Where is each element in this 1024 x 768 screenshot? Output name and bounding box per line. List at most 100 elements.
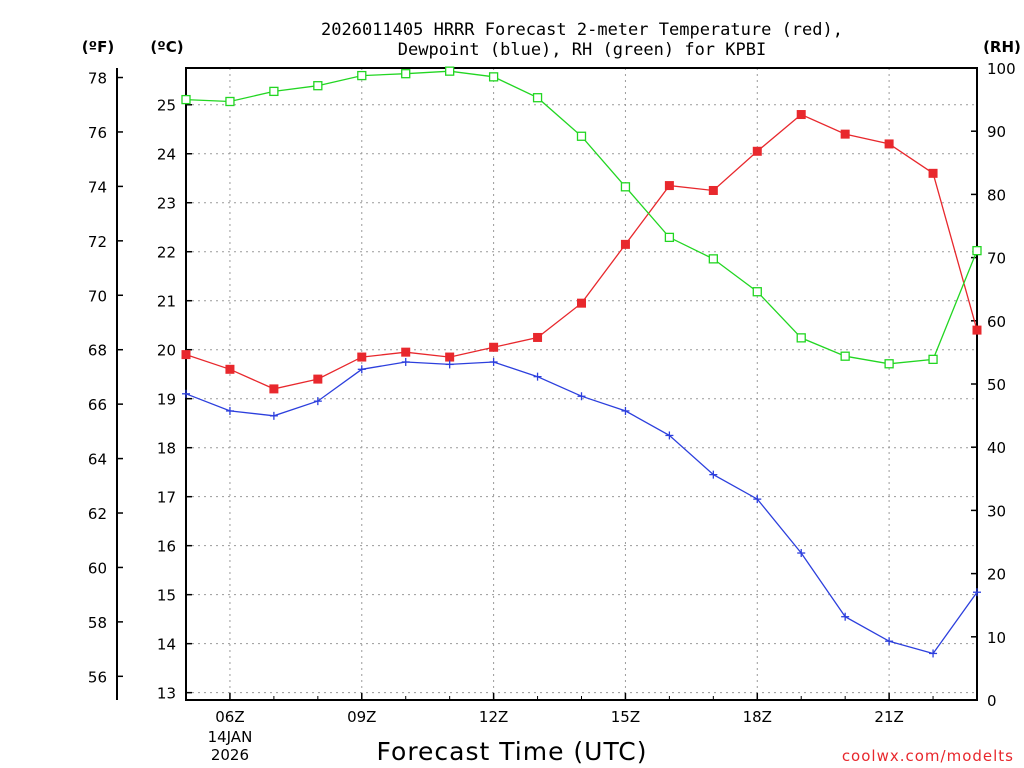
dewpoint-line (185, 361, 978, 655)
temperature-point (269, 384, 279, 394)
dewpoint-point (929, 649, 938, 658)
dewpoint-point (841, 612, 850, 621)
dewpoint-point (797, 549, 806, 558)
dewpoint-point (269, 411, 278, 420)
rh-point (269, 86, 279, 97)
dewpoint-point (225, 406, 234, 415)
fahrenheit-tick-label: 62 (88, 505, 107, 523)
temperature-point (445, 352, 455, 362)
celsius-tick-label: 17 (157, 489, 176, 507)
temperature-point (796, 110, 806, 120)
temperature-point (664, 181, 674, 191)
temperature-point (577, 298, 586, 308)
dewpoint-point (357, 365, 366, 374)
temperature-point (620, 239, 630, 249)
temperature-point (533, 332, 543, 342)
fahrenheit-tick-label: 58 (88, 614, 107, 632)
celsius-tick-label: 22 (157, 244, 176, 262)
rh-tick-label: 40 (987, 439, 1006, 457)
celsius-unit-label: (ºC) (150, 38, 183, 56)
rh-point (664, 232, 675, 243)
credit-link[interactable]: coolwx.com/modelts (842, 747, 1014, 765)
rh-point (357, 70, 367, 81)
rh-tick-label: 50 (987, 376, 1006, 394)
fahrenheit-tick-label: 66 (88, 396, 107, 414)
dewpoint-point (665, 431, 674, 440)
rh-tick-label: 30 (987, 502, 1006, 520)
dewpoint-point (885, 637, 894, 646)
date-label-line2: 2026 (211, 746, 249, 764)
dewpoint-point (445, 360, 454, 369)
dewpoint-point (577, 392, 586, 401)
temperature-point (313, 374, 323, 384)
celsius-tick-label: 23 (157, 195, 176, 213)
dewpoint-point (182, 389, 190, 398)
rh-point (576, 131, 587, 141)
rh-point (620, 182, 631, 192)
fahrenheit-tick-label: 72 (88, 233, 107, 251)
rh-unit-label: (RH) (983, 38, 1021, 56)
dewpoint-point (621, 406, 630, 415)
celsius-tick-label: 14 (157, 636, 176, 654)
chart-title-line2: Dewpoint (blue), RH (green) for KPBI (398, 40, 766, 60)
x-tick-label: 06Z (215, 708, 244, 726)
x-axis-label: Forecast Time (UTC) (377, 737, 648, 766)
x-tick-label: 15Z (611, 708, 640, 726)
celsius-tick-label: 15 (157, 587, 176, 605)
celsius-tick-label: 25 (157, 97, 176, 115)
fahrenheit-tick-label: 74 (88, 178, 107, 196)
gridlines (186, 68, 977, 700)
dewpoint-point (973, 588, 981, 597)
temperature-point (972, 325, 982, 335)
temperature-point (708, 185, 718, 195)
fahrenheit-tick-label: 68 (88, 342, 107, 360)
x-tick-label: 18Z (743, 708, 772, 726)
date-label-line1: 14JAN (208, 728, 253, 746)
celsius-tick-label: 19 (157, 391, 176, 409)
rh-point (488, 72, 499, 82)
rh-tick-label: 80 (987, 186, 1006, 204)
dewpoint-point (533, 372, 542, 381)
rh-tick-label: 100 (987, 60, 1016, 78)
dewpoint-point (753, 495, 762, 504)
celsius-tick-label: 13 (157, 685, 176, 703)
fahrenheit-tick-label: 56 (88, 668, 107, 686)
rh-point (972, 245, 982, 256)
rh-point (225, 96, 235, 107)
rh-point (840, 351, 850, 361)
rh-tick-label: 10 (987, 629, 1006, 647)
rh-tick-label: 90 (987, 123, 1006, 141)
temperature-point (752, 146, 762, 156)
plot-frame (116, 67, 978, 701)
temperature-point (357, 352, 367, 362)
temperature-point (489, 342, 499, 352)
x-tick-label: 12Z (479, 708, 508, 726)
temperature-point (225, 364, 235, 374)
rh-point (313, 81, 323, 91)
temperature-point (928, 168, 938, 178)
x-tick-label: 09Z (347, 708, 376, 726)
rh-point (532, 93, 543, 103)
celsius-tick-label: 20 (157, 342, 176, 360)
dewpoint-point (709, 470, 718, 479)
rh-point (181, 94, 191, 105)
celsius-tick-label: 16 (157, 538, 176, 556)
temperature-point (884, 139, 894, 149)
rh-point (752, 287, 762, 297)
data-series (181, 66, 982, 658)
fahrenheit-unit-label: (ºF) (82, 38, 114, 56)
celsius-tick-label: 21 (157, 293, 176, 311)
dewpoint-point (401, 357, 410, 366)
rh-point (884, 359, 894, 369)
rh-point (708, 254, 718, 264)
rh-point (928, 354, 938, 365)
dewpoint-point (489, 357, 498, 366)
rh-line (185, 70, 978, 365)
fahrenheit-tick-label: 78 (88, 70, 107, 88)
axis-ticks: 56 58 60 62 64 66 68 70 72 74 76 78 13 14 15 16 17 18 19 20… (88, 60, 1016, 764)
rh-tick-label: 70 (987, 250, 1006, 268)
fahrenheit-tick-label: 64 (88, 451, 107, 469)
celsius-tick-label: 18 (157, 440, 176, 458)
fahrenheit-tick-label: 76 (88, 124, 107, 142)
